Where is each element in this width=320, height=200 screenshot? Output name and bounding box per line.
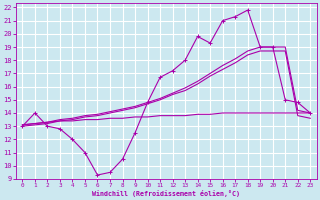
X-axis label: Windchill (Refroidissement éolien,°C): Windchill (Refroidissement éolien,°C)	[92, 190, 240, 197]
